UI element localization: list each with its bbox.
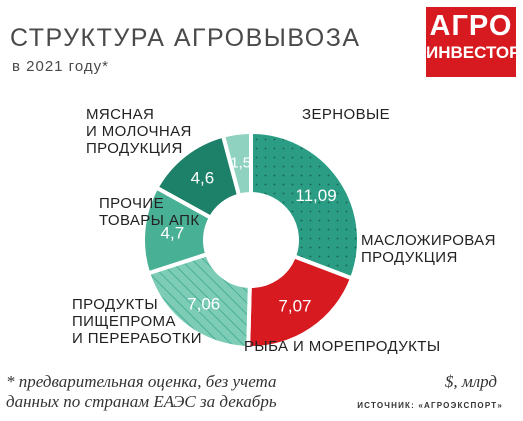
- logo-line-2: ИНВЕСТОР: [426, 43, 521, 62]
- category-label-line: МЯСНАЯ: [86, 106, 155, 123]
- category-label-line: ПРОДУКЦИЯ: [361, 249, 458, 266]
- donut-slice-oil: [246, 253, 355, 350]
- source-label: ИСТОЧНИК: «АГРОЭКСПОРТ»: [357, 401, 503, 410]
- category-label-line: ПРОДУКТЫ: [72, 296, 159, 313]
- chart-subtitle: в 2021 году*: [12, 58, 109, 75]
- category-label-meat: МЯСНАЯ И МОЛОЧНАЯ ПРОДУКЦИЯ: [86, 106, 192, 157]
- unit-label: $, млрд: [444, 372, 497, 391]
- chart-title: СТРУКТУРА АГРОВЫВОЗА: [10, 24, 361, 52]
- category-label-fish: РЫБА И МОРЕПРОДУКТЫ: [244, 338, 441, 355]
- donut-slice-fish: [145, 251, 252, 351]
- category-label-food: ПРОДУКТЫ ПИЩЕПРОМА И ПЕРЕРАБОТКИ: [72, 296, 202, 347]
- category-label-oil: МАСЛОЖИРОВАЯ ПРОДУКЦИЯ: [361, 232, 496, 266]
- category-label-line: МАСЛОЖИРОВАЯ: [361, 232, 496, 249]
- brand-logo: АГРО ИНВЕСТОР: [426, 7, 521, 77]
- value-label-food: 4,7: [161, 223, 185, 242]
- category-label-line: ПИЩЕПРОМА: [72, 313, 176, 330]
- footnote-line-2: данных по странам ЕАЭС за декабрь: [6, 392, 277, 411]
- category-label-line: РЫБА И МОРЕПРОДУКТЫ: [244, 338, 441, 355]
- footnote: * предварительная оценка, без учета данн…: [6, 372, 277, 412]
- value-label-fish: 7,06: [187, 294, 220, 313]
- value-label-grain: 11,09: [295, 186, 336, 205]
- category-label-line: ТОВАРЫ АПК: [99, 212, 200, 229]
- footnote-line-1: * предварительная оценка, без учета: [6, 372, 277, 391]
- category-label-line: ПРОДУКЦИЯ: [86, 140, 183, 157]
- value-label-oil: 7,07: [278, 297, 311, 316]
- donut-slice-grain: [249, 129, 361, 282]
- category-label-other: ПРОЧИЕ ТОВАРЫ АПК: [99, 195, 199, 229]
- logo-line-1: АГРО: [429, 10, 513, 42]
- category-label-line: И МОЛОЧНАЯ: [86, 123, 192, 140]
- category-label-line: ПРОЧИЕ: [99, 195, 164, 212]
- category-label-line: ЗЕРНОВЫЕ: [302, 106, 391, 123]
- donut-slice-meat: [220, 129, 253, 199]
- value-label-meat: 1,5: [230, 155, 251, 172]
- category-label-grain: ЗЕРНОВЫЕ: [302, 106, 390, 123]
- category-label-line: И ПЕРЕРАБОТКИ: [72, 330, 202, 347]
- value-label-other: 4,6: [191, 169, 215, 188]
